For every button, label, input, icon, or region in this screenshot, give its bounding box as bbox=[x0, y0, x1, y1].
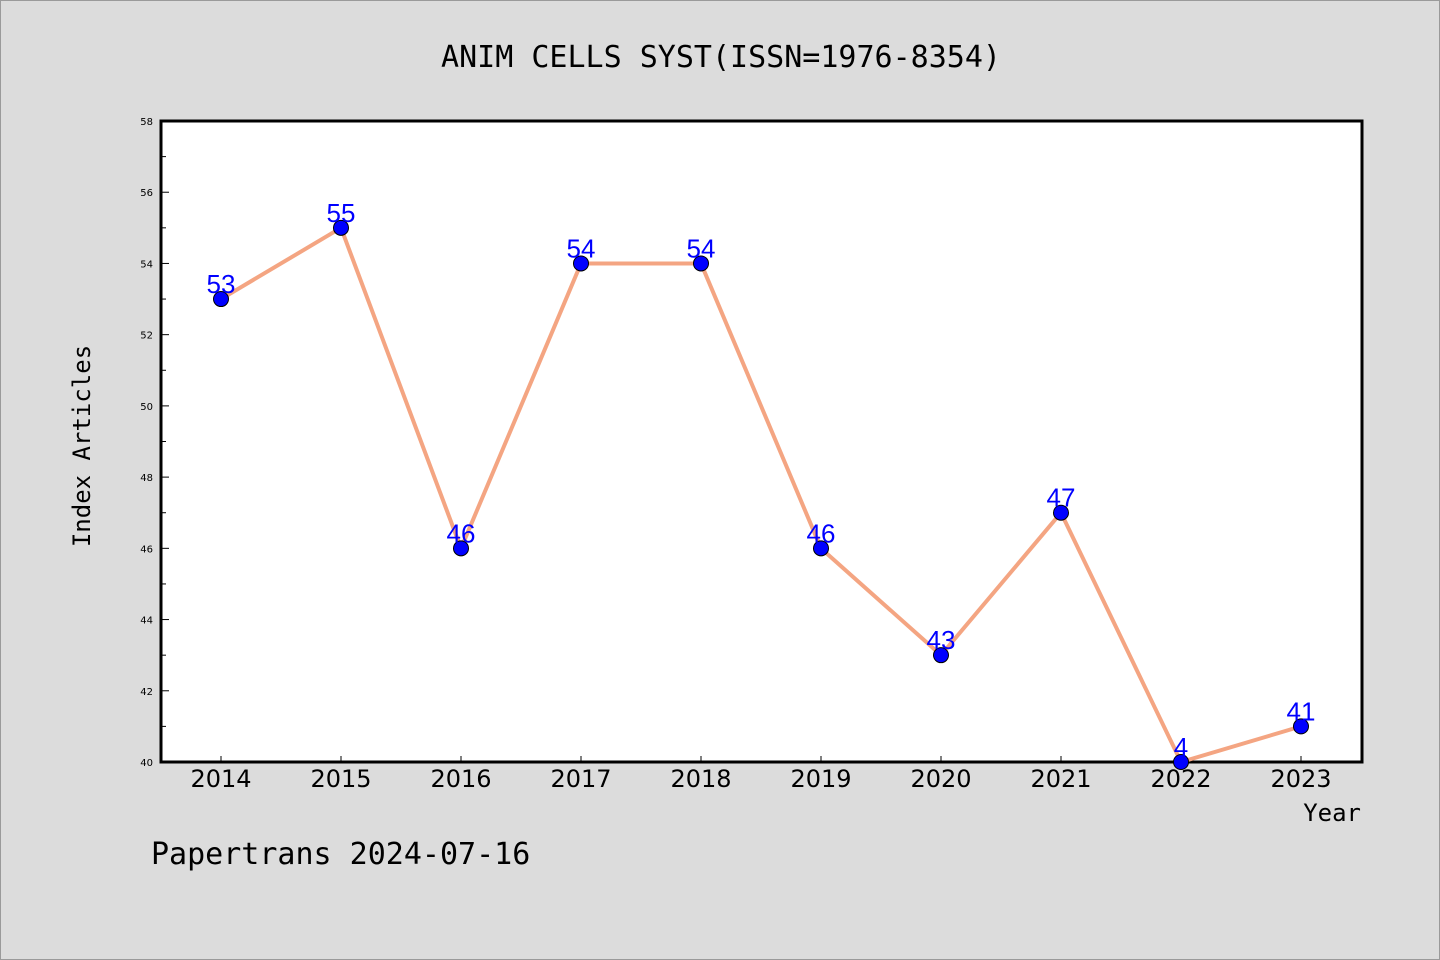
data-label: 46 bbox=[807, 518, 836, 548]
data-point bbox=[453, 540, 469, 557]
data-label: 43 bbox=[927, 625, 956, 655]
data-label: 41 bbox=[1287, 696, 1316, 726]
data-label: 55 bbox=[327, 198, 356, 228]
x-tick-label: 2017 bbox=[550, 765, 611, 793]
x-tick-label: 2015 bbox=[310, 765, 371, 793]
data-point bbox=[693, 255, 709, 272]
data-points bbox=[213, 219, 1309, 770]
data-point bbox=[333, 219, 349, 236]
data-point bbox=[213, 291, 229, 308]
y-tick-label: 48 bbox=[140, 473, 153, 484]
y-tick-label: 42 bbox=[140, 687, 153, 698]
y-tick-label: 46 bbox=[140, 544, 153, 555]
x-axis-label: Year bbox=[1303, 799, 1361, 827]
data-label: 4 bbox=[1174, 732, 1188, 762]
y-tick-label: 50 bbox=[140, 402, 153, 413]
data-labels: 53 55 46 54 54 46 43 47 4 41 bbox=[207, 198, 1316, 762]
footer-credit: Papertrans 2024-07-16 bbox=[151, 837, 530, 872]
x-tick-label: 2020 bbox=[910, 765, 971, 793]
data-label: 47 bbox=[1047, 483, 1076, 513]
data-point bbox=[1293, 718, 1309, 735]
plot-area bbox=[159, 119, 1364, 764]
y-tick-label: 54 bbox=[140, 259, 153, 270]
data-label: 53 bbox=[207, 269, 236, 299]
data-point bbox=[573, 255, 589, 272]
y-tick-label: 56 bbox=[140, 188, 153, 199]
data-point bbox=[1173, 754, 1189, 770]
x-tick-label: 2021 bbox=[1030, 765, 1091, 793]
data-point bbox=[933, 647, 949, 664]
y-tick-label: 40 bbox=[140, 758, 153, 769]
y-tick-label: 58 bbox=[140, 117, 153, 128]
x-tick-label: 2023 bbox=[1270, 765, 1331, 793]
y-axis-label: Index Articles bbox=[68, 345, 96, 547]
data-label: 54 bbox=[567, 233, 596, 263]
x-tick-label: 2019 bbox=[790, 765, 851, 793]
y-tick-label: 44 bbox=[140, 616, 153, 627]
x-tick-label: 2014 bbox=[190, 765, 251, 793]
x-tick-label: 2016 bbox=[430, 765, 491, 793]
data-point bbox=[813, 540, 829, 557]
y-tick-label: 52 bbox=[140, 331, 153, 342]
x-tick-label: 2018 bbox=[670, 765, 731, 793]
data-label: 54 bbox=[687, 233, 716, 263]
data-point bbox=[1053, 504, 1069, 521]
series-line bbox=[219, 225, 1303, 764]
y-axis: 40 42 44 46 48 50 52 54 56 58 bbox=[140, 117, 169, 769]
data-label: 46 bbox=[447, 518, 476, 548]
x-axis: 2014 2015 2016 2017 2018 2019 2020 2021 2022 2023 bbox=[190, 756, 1332, 793]
chart-title: ANIM CELLS SYST(ISSN=1976-8354) bbox=[441, 40, 1001, 75]
